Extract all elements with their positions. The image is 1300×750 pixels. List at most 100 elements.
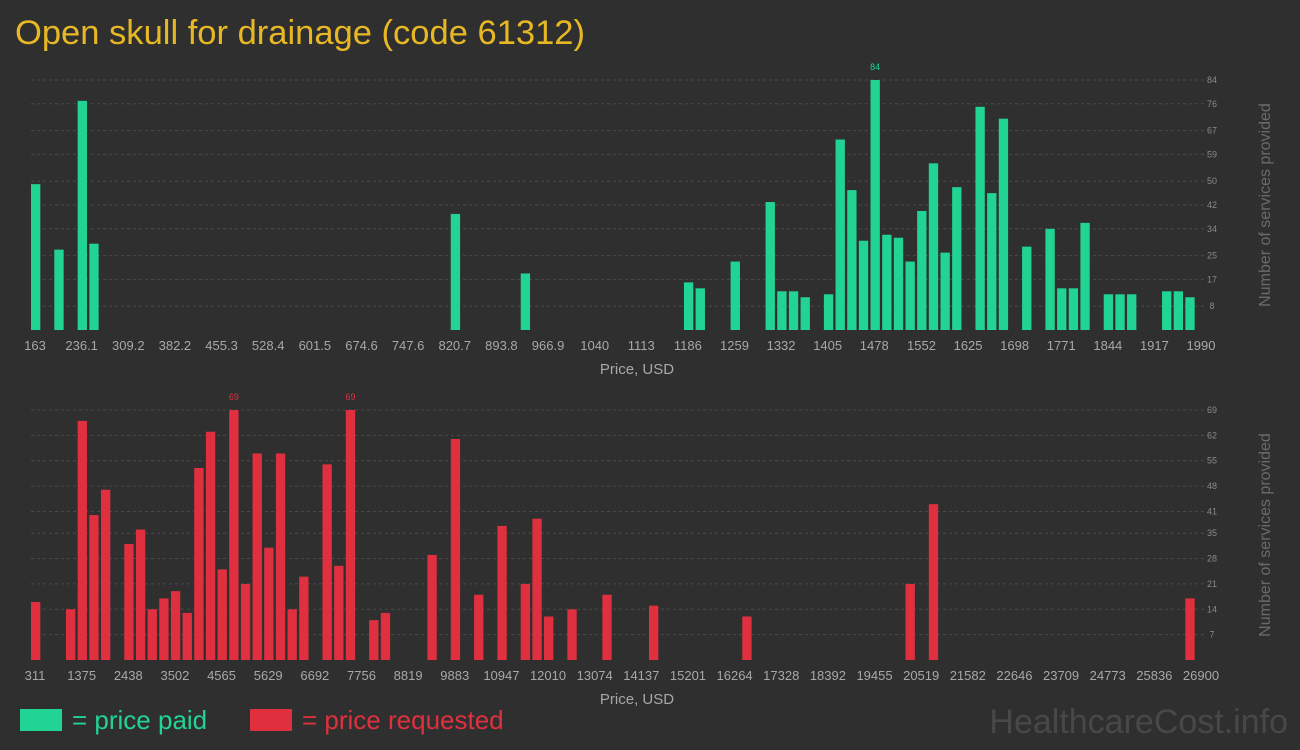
- bar: [54, 249, 64, 330]
- title: Open skull for drainage (code 61312): [15, 14, 585, 52]
- bar: [100, 489, 111, 660]
- bar: [1185, 598, 1195, 660]
- bar: [497, 525, 507, 660]
- bar: [77, 100, 87, 330]
- bar: [1185, 297, 1195, 330]
- x-tick-label: 1698: [1000, 338, 1029, 353]
- x-tick-label: 1625: [954, 338, 983, 353]
- bar-label: 69: [345, 392, 355, 402]
- bar: [800, 297, 810, 330]
- bar: [182, 612, 192, 660]
- x-tick-label: 1844: [1093, 338, 1122, 353]
- bar: [345, 410, 356, 660]
- bar: [683, 282, 694, 330]
- bar: [1173, 291, 1184, 330]
- bar: [847, 190, 857, 330]
- bar: [1068, 288, 1079, 330]
- bar: [31, 184, 41, 330]
- x-tick-label: 382.2: [159, 338, 192, 353]
- bar: [1103, 294, 1114, 330]
- x-tick-label: 1332: [767, 338, 796, 353]
- x-tick-label: 6692: [300, 668, 329, 683]
- x-tick-label: 2438: [114, 668, 143, 683]
- bar: [1115, 294, 1125, 330]
- y-tick-label: 50: [1207, 176, 1217, 186]
- x-tick-label: 24773: [1090, 668, 1126, 683]
- bar: [369, 620, 379, 660]
- y-tick-label: 84: [1207, 75, 1217, 85]
- y-tick-label: 62: [1207, 430, 1217, 440]
- y-axis-label: Number of services provided: [1257, 433, 1274, 637]
- bar: [544, 616, 554, 660]
- bar: [882, 234, 892, 330]
- bar: [998, 118, 1009, 330]
- x-tick-label: 528.4: [252, 338, 285, 353]
- x-tick-label: 25836: [1136, 668, 1172, 683]
- bar: [1162, 291, 1172, 330]
- x-tick-label: 893.8: [485, 338, 518, 353]
- y-tick-label: 41: [1207, 506, 1217, 516]
- bar: [823, 294, 834, 330]
- bar: [940, 252, 950, 330]
- x-tick-label: 7756: [347, 668, 376, 683]
- bar: [450, 213, 461, 330]
- bar: [532, 518, 542, 660]
- y-tick-label: 34: [1207, 224, 1217, 234]
- bar: [1127, 294, 1137, 330]
- x-tick-label: 16264: [717, 668, 753, 683]
- bar: [170, 591, 181, 660]
- bar: [1022, 246, 1032, 330]
- x-tick-label: 10947: [483, 668, 519, 683]
- legend-swatch: [20, 709, 62, 731]
- bar: [474, 594, 484, 660]
- bar: [893, 237, 904, 330]
- bar: [252, 453, 262, 660]
- y-tick-label: 69: [1207, 405, 1217, 415]
- bar: [427, 554, 437, 660]
- bar: [89, 515, 99, 660]
- bar: [124, 544, 134, 660]
- bar: [1045, 228, 1055, 330]
- x-tick-label: 1771: [1047, 338, 1076, 353]
- x-tick-label: 1917: [1140, 338, 1169, 353]
- y-tick-label: 42: [1207, 200, 1217, 210]
- bar: [788, 291, 799, 330]
- x-tick-label: 26900: [1183, 668, 1219, 683]
- bar: [1057, 288, 1067, 330]
- x-tick-label: 15201: [670, 668, 706, 683]
- x-tick-label: 17328: [763, 668, 799, 683]
- x-tick-label: 309.2: [112, 338, 145, 353]
- bar: [229, 410, 239, 660]
- y-tick-label: 59: [1207, 149, 1217, 159]
- bar: [159, 598, 169, 660]
- bar: [777, 291, 787, 330]
- x-tick-label: 311: [25, 668, 46, 683]
- bar: [602, 594, 612, 660]
- bar: [952, 187, 962, 330]
- bar: [31, 602, 41, 660]
- bar: [765, 202, 775, 330]
- bar: [287, 609, 297, 660]
- x-tick-label: 747.6: [392, 338, 425, 353]
- bar: [742, 616, 752, 660]
- bar: [275, 453, 286, 660]
- x-tick-label: 23709: [1043, 668, 1079, 683]
- x-tick-label: 12010: [530, 668, 566, 683]
- x-tick-label: 13074: [577, 668, 613, 683]
- bar: [905, 583, 915, 660]
- legend-label: = price requested: [302, 705, 504, 735]
- y-tick-label: 25: [1207, 251, 1217, 261]
- bar: [987, 193, 997, 330]
- y-tick-label: 76: [1207, 99, 1217, 109]
- bar: [917, 210, 927, 330]
- bar: [648, 605, 659, 660]
- x-tick-label: 14137: [623, 668, 659, 683]
- bar: [450, 438, 461, 660]
- bar: [858, 240, 869, 330]
- y-tick-label: 35: [1207, 528, 1217, 538]
- x-tick-label: 820.7: [438, 338, 471, 353]
- bar: [194, 467, 204, 660]
- y-tick-label: 28: [1207, 554, 1217, 564]
- bar: [520, 583, 531, 660]
